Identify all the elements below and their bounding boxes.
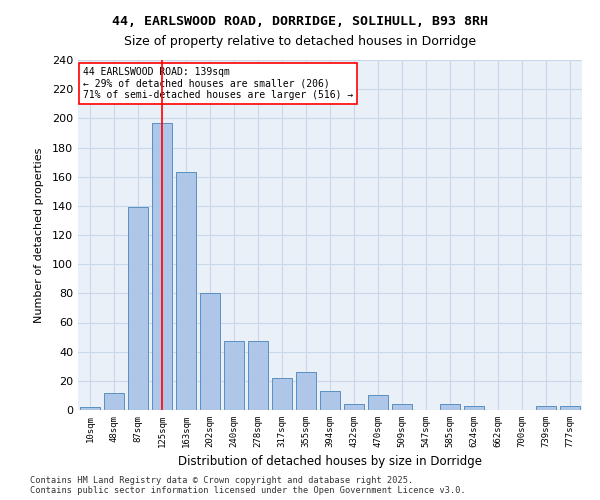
- Bar: [464, 406, 484, 410]
- X-axis label: Distribution of detached houses by size in Dorridge: Distribution of detached houses by size …: [178, 456, 482, 468]
- Bar: [440, 404, 460, 410]
- Bar: [224, 342, 244, 410]
- Bar: [104, 392, 124, 410]
- Text: 44, EARLSWOOD ROAD, DORRIDGE, SOLIHULL, B93 8RH: 44, EARLSWOOD ROAD, DORRIDGE, SOLIHULL, …: [112, 15, 488, 28]
- Text: Size of property relative to detached houses in Dorridge: Size of property relative to detached ho…: [124, 35, 476, 48]
- Bar: [320, 391, 340, 410]
- Bar: [200, 294, 220, 410]
- Text: Contains HM Land Registry data © Crown copyright and database right 2025.
Contai: Contains HM Land Registry data © Crown c…: [30, 476, 466, 495]
- Bar: [296, 372, 316, 410]
- Bar: [248, 342, 268, 410]
- Bar: [152, 122, 172, 410]
- Bar: [80, 407, 100, 410]
- Bar: [128, 208, 148, 410]
- Text: 44 EARLSWOOD ROAD: 139sqm
← 29% of detached houses are smaller (206)
71% of semi: 44 EARLSWOOD ROAD: 139sqm ← 29% of detac…: [83, 67, 353, 100]
- Bar: [560, 406, 580, 410]
- Bar: [344, 404, 364, 410]
- Bar: [272, 378, 292, 410]
- Bar: [368, 396, 388, 410]
- Y-axis label: Number of detached properties: Number of detached properties: [34, 148, 44, 322]
- Bar: [536, 406, 556, 410]
- Bar: [176, 172, 196, 410]
- Bar: [392, 404, 412, 410]
